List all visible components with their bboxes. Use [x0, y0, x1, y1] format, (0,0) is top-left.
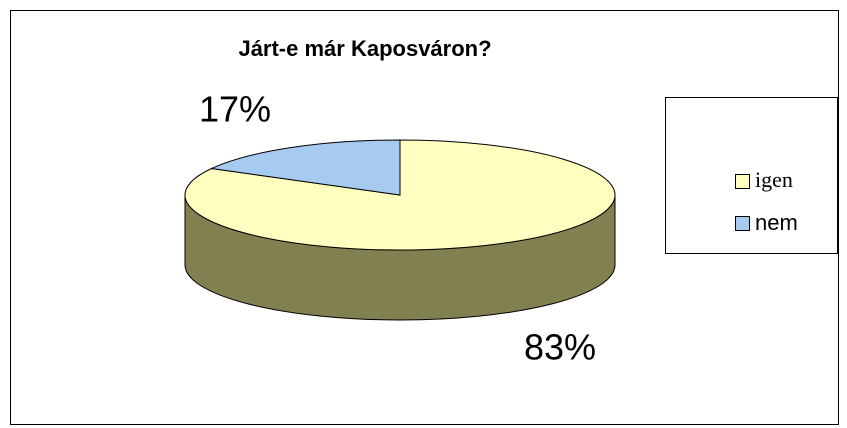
legend-label: igen [755, 167, 793, 192]
value-label: 17% [199, 89, 271, 130]
legend-swatch [735, 216, 750, 231]
legend-label: nem [755, 210, 798, 235]
value-label: 83% [524, 327, 596, 368]
legend-box [665, 97, 838, 254]
pie-slice [209, 139, 401, 196]
legend-swatch [735, 174, 750, 189]
chart-title: Járt-e már Kaposváron? [238, 36, 491, 61]
pie-slice [184, 139, 616, 251]
